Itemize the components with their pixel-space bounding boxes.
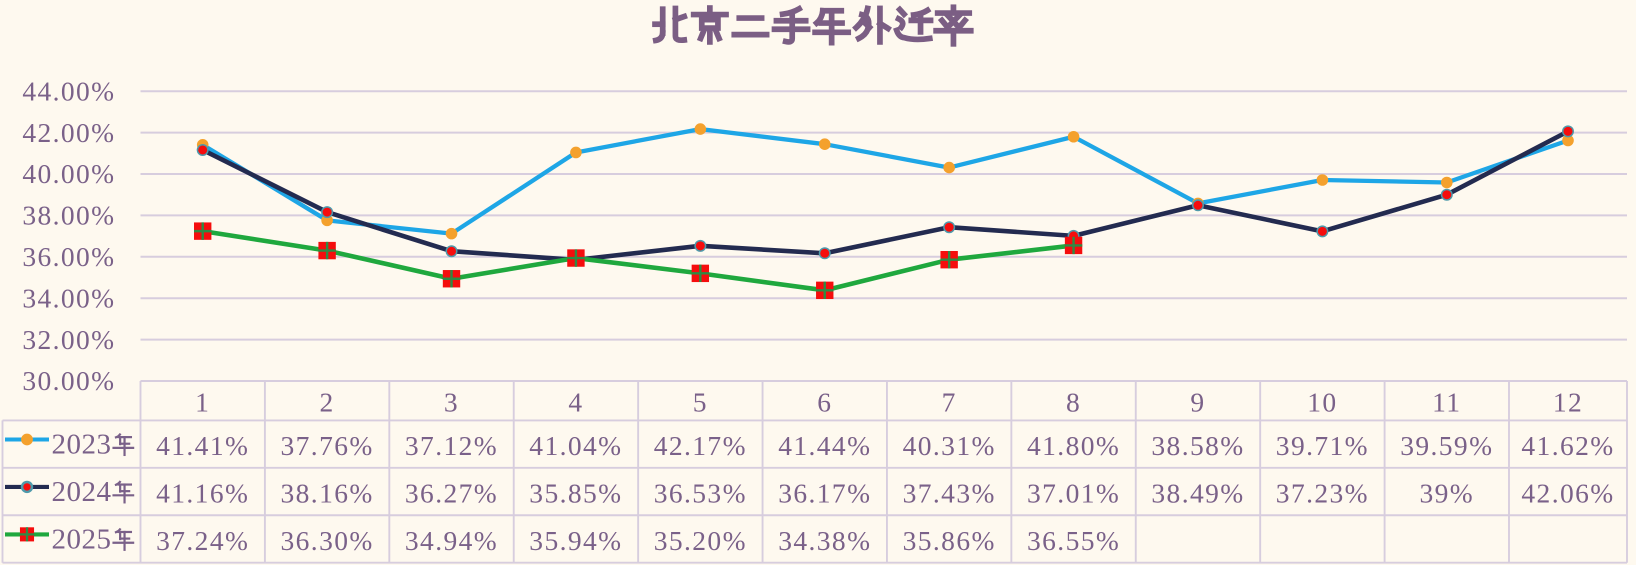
svg-text:12: 12 bbox=[1553, 387, 1583, 418]
svg-text:4: 4 bbox=[568, 387, 583, 418]
svg-text:44.00%: 44.00% bbox=[22, 75, 115, 106]
svg-text:3: 3 bbox=[444, 387, 459, 418]
svg-text:8: 8 bbox=[1066, 387, 1081, 418]
svg-text:39.71%: 39.71% bbox=[1276, 430, 1369, 461]
svg-text:34.38%: 34.38% bbox=[778, 525, 871, 556]
svg-text:36.00%: 36.00% bbox=[22, 241, 115, 272]
svg-text:42.06%: 42.06% bbox=[1521, 477, 1614, 508]
svg-text:7: 7 bbox=[942, 387, 957, 418]
svg-text:11: 11 bbox=[1432, 387, 1461, 418]
svg-text:37.43%: 37.43% bbox=[903, 477, 996, 508]
svg-text:35.85%: 35.85% bbox=[529, 477, 622, 508]
svg-text:41.44%: 41.44% bbox=[778, 430, 871, 461]
svg-text:37.01%: 37.01% bbox=[1027, 477, 1120, 508]
svg-text:34.00%: 34.00% bbox=[22, 282, 115, 313]
svg-text:41.62%: 41.62% bbox=[1521, 430, 1614, 461]
svg-text:37.76%: 37.76% bbox=[281, 430, 374, 461]
svg-text:38.00%: 38.00% bbox=[22, 200, 115, 231]
svg-text:5: 5 bbox=[693, 387, 708, 418]
svg-text:6: 6 bbox=[817, 387, 832, 418]
svg-text:9: 9 bbox=[1190, 387, 1205, 418]
svg-text:41.04%: 41.04% bbox=[529, 430, 622, 461]
svg-text:42.00%: 42.00% bbox=[22, 117, 115, 148]
svg-text:35.20%: 35.20% bbox=[654, 525, 747, 556]
svg-text:36.27%: 36.27% bbox=[405, 477, 498, 508]
svg-text:36.55%: 36.55% bbox=[1027, 525, 1120, 556]
svg-text:40.00%: 40.00% bbox=[22, 158, 115, 189]
svg-text:42.17%: 42.17% bbox=[654, 430, 747, 461]
svg-text:34.94%: 34.94% bbox=[405, 525, 498, 556]
svg-text:39.59%: 39.59% bbox=[1400, 430, 1493, 461]
svg-text:40.31%: 40.31% bbox=[903, 430, 996, 461]
svg-text:38.49%: 38.49% bbox=[1151, 477, 1244, 508]
svg-text:35.94%: 35.94% bbox=[529, 525, 622, 556]
svg-text:30.00%: 30.00% bbox=[22, 365, 115, 396]
svg-text:32.00%: 32.00% bbox=[22, 324, 115, 355]
svg-text:41.80%: 41.80% bbox=[1027, 430, 1120, 461]
svg-text:1: 1 bbox=[195, 387, 210, 418]
svg-text:2: 2 bbox=[320, 387, 335, 418]
svg-text:37.24%: 37.24% bbox=[156, 525, 249, 556]
svg-text:36.17%: 36.17% bbox=[778, 477, 871, 508]
svg-text:41.41%: 41.41% bbox=[156, 430, 249, 461]
svg-text:36.30%: 36.30% bbox=[281, 525, 374, 556]
svg-text:37.23%: 37.23% bbox=[1276, 477, 1369, 508]
svg-text:2024: 2024 bbox=[52, 476, 112, 508]
svg-text:37.12%: 37.12% bbox=[405, 430, 498, 461]
svg-text:36.53%: 36.53% bbox=[654, 477, 747, 508]
svg-text:39%: 39% bbox=[1419, 477, 1474, 508]
svg-text:38.58%: 38.58% bbox=[1151, 430, 1244, 461]
svg-text:2023: 2023 bbox=[52, 429, 112, 461]
svg-text:41.16%: 41.16% bbox=[156, 477, 249, 508]
svg-text:2025: 2025 bbox=[52, 523, 112, 555]
svg-text:10: 10 bbox=[1307, 387, 1337, 418]
svg-text:35.86%: 35.86% bbox=[903, 525, 996, 556]
svg-text:38.16%: 38.16% bbox=[281, 477, 374, 508]
